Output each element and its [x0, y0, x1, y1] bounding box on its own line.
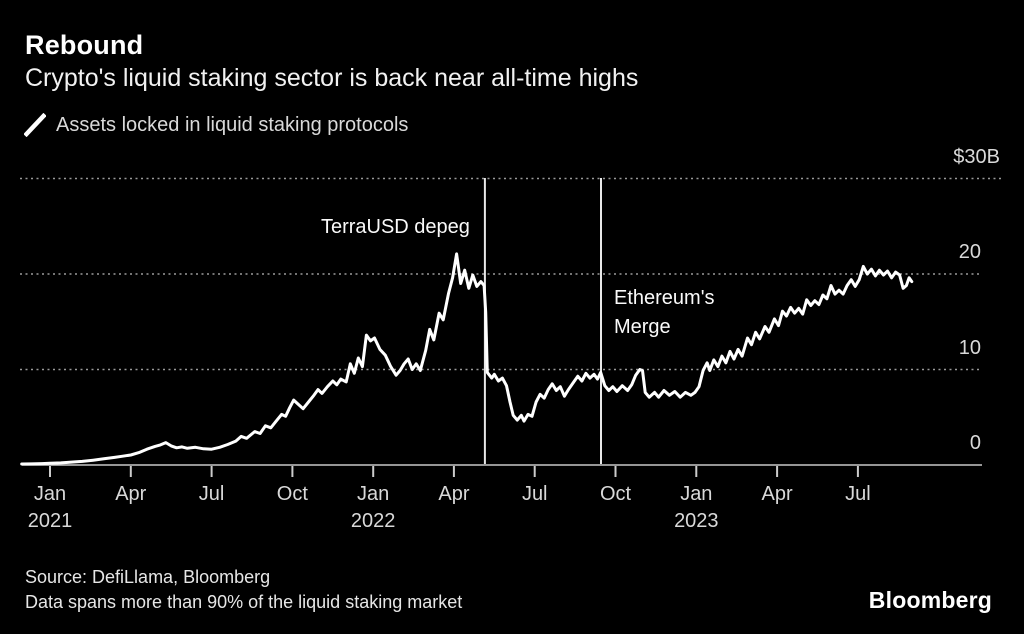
series-line-assets-locked — [20, 252, 914, 466]
bloomberg-logo: Bloomberg — [868, 587, 992, 613]
legend-label: Assets locked in liquid staking protocol… — [56, 113, 409, 136]
line-series-icon — [24, 113, 46, 137]
data-coverage-note: Data spans more than 90% of the liquid s… — [25, 592, 463, 612]
source-note: Source: DefiLlama, Bloomberg — [25, 567, 271, 587]
chart-title: Rebound — [25, 30, 144, 60]
chart-subtitle: Crypto's liquid staking sector is back n… — [25, 64, 639, 92]
legend: Assets locked in liquid staking protocol… — [24, 113, 408, 137]
